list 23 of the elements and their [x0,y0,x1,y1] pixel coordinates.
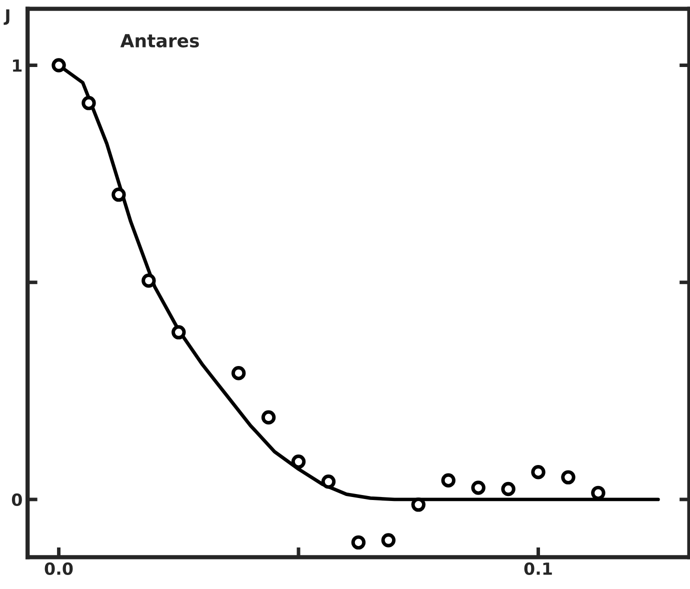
point [261,410,276,425]
annotation: Antares [120,34,199,48]
point [82,96,96,110]
point [501,482,516,496]
point [231,366,246,380]
point [441,473,456,488]
point [172,325,186,340]
y-axis-title: J [4,9,10,25]
point [142,274,156,288]
point [112,188,126,202]
y-tick-label: 1 [13,59,22,72]
point [561,470,576,484]
point [321,474,336,489]
point [411,498,426,512]
point [531,464,546,480]
point [471,480,486,495]
point [291,454,306,469]
x-tick-label: 0.0 [44,562,73,575]
x-tick-label: 0.1 [524,562,552,575]
point [52,58,66,72]
y-tick-label: 0 [12,493,22,506]
point [351,535,366,550]
point [381,533,396,548]
